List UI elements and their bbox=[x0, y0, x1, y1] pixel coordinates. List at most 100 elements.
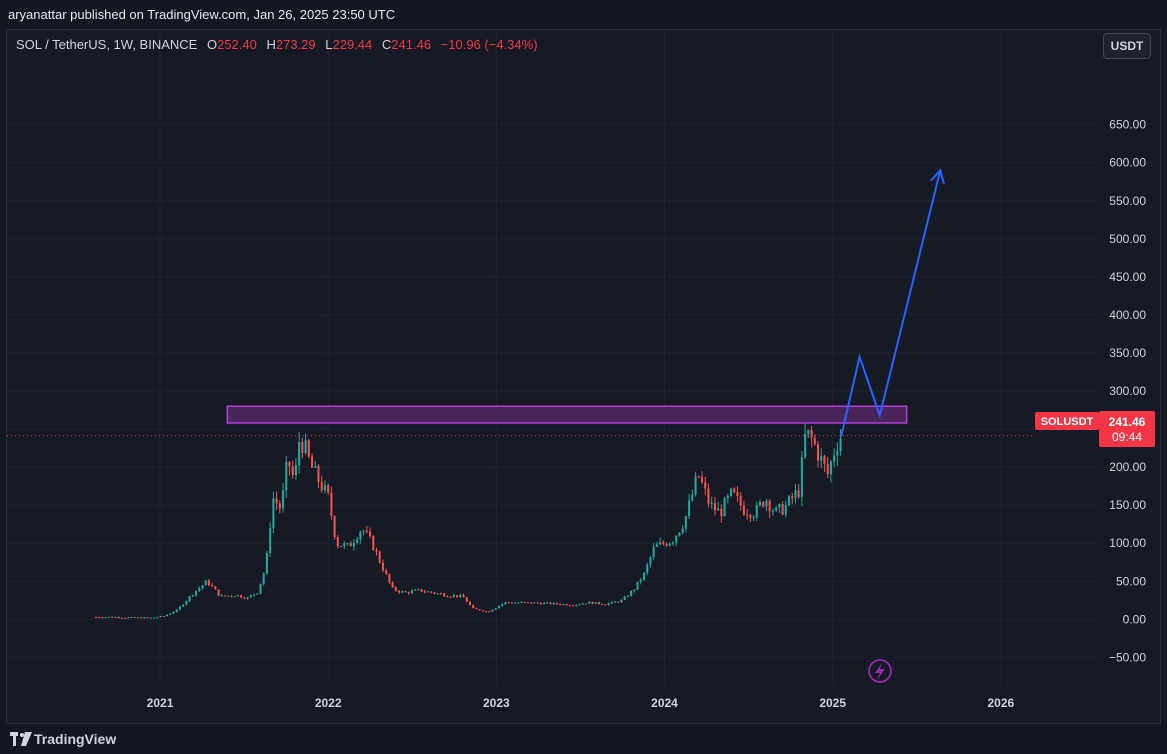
y-tick-label: 0.00 bbox=[1123, 612, 1147, 626]
candle-body bbox=[726, 495, 729, 499]
low-value: 229.44 bbox=[332, 37, 373, 52]
candle-body bbox=[697, 476, 700, 478]
candle-body bbox=[526, 602, 530, 604]
open-key: O bbox=[206, 37, 218, 52]
candle-body bbox=[304, 440, 307, 453]
candle-body bbox=[101, 617, 104, 619]
candle-body bbox=[536, 602, 539, 604]
candle-body bbox=[765, 500, 768, 507]
candle-body bbox=[336, 536, 339, 546]
candle-body bbox=[681, 528, 684, 533]
candle-body bbox=[591, 601, 594, 604]
candle-body bbox=[465, 597, 468, 602]
candle-body bbox=[194, 590, 198, 596]
candle-body bbox=[649, 557, 652, 565]
tradingview-logo-icon[interactable] bbox=[10, 732, 32, 746]
candle-body bbox=[575, 604, 578, 606]
candle-body bbox=[668, 543, 671, 546]
candle-body bbox=[620, 599, 623, 603]
candle-body bbox=[311, 456, 314, 468]
currency-button[interactable]: USDT bbox=[1103, 33, 1151, 59]
candle-body bbox=[420, 589, 423, 592]
candle-body bbox=[298, 441, 301, 466]
price-tag-group: SOLUSDT 241.46 09:44 bbox=[1035, 411, 1155, 447]
price-tag-countdown: 09:44 bbox=[1112, 430, 1142, 444]
resistance-zone[interactable] bbox=[226, 405, 908, 424]
candle-body bbox=[826, 463, 829, 475]
candle-body bbox=[810, 429, 813, 438]
candle-body bbox=[153, 617, 156, 619]
candle-body bbox=[130, 617, 133, 619]
candle-body bbox=[646, 564, 649, 573]
candle-body bbox=[272, 498, 275, 528]
candle-body bbox=[768, 500, 771, 512]
chart-frame bbox=[6, 29, 1161, 724]
candle-body bbox=[755, 505, 758, 518]
candle-body bbox=[394, 587, 397, 591]
candle-body bbox=[201, 585, 204, 589]
candle-body bbox=[823, 456, 826, 464]
candle-body bbox=[233, 596, 236, 598]
candle-body bbox=[127, 617, 130, 619]
candle-body bbox=[269, 527, 272, 553]
candle-body bbox=[485, 611, 488, 613]
candle-body bbox=[165, 614, 169, 617]
candle-body bbox=[211, 584, 214, 587]
candle-body bbox=[543, 602, 546, 605]
candle-body bbox=[688, 500, 691, 517]
x-tick-label: 2026 bbox=[987, 696, 1014, 710]
candle-body bbox=[323, 485, 326, 491]
y-tick-label: 350.00 bbox=[1109, 346, 1146, 360]
publish-header: aryanattar published on TradingView.com,… bbox=[0, 0, 1167, 30]
candle-body bbox=[375, 550, 378, 552]
candle-body bbox=[797, 490, 800, 497]
candle-body bbox=[617, 601, 620, 603]
tradingview-brand[interactable]: TradingView bbox=[34, 731, 117, 747]
candle-body bbox=[494, 608, 497, 610]
lightning-bolt-icon[interactable] bbox=[868, 659, 892, 683]
candle-body bbox=[588, 601, 591, 604]
projection-arrow[interactable] bbox=[840, 168, 945, 437]
candle-body bbox=[230, 595, 233, 597]
candle-body bbox=[710, 502, 713, 504]
candle-body bbox=[488, 611, 491, 613]
candle-body bbox=[459, 594, 462, 597]
candle-body bbox=[572, 605, 575, 607]
candle-body bbox=[365, 530, 368, 532]
candle-body bbox=[533, 602, 536, 604]
candle-body bbox=[491, 609, 494, 612]
candle-body bbox=[639, 579, 642, 582]
candle-body bbox=[559, 604, 562, 606]
candle-body bbox=[781, 503, 784, 515]
symbol-label[interactable]: SOL / TetherUS, 1W, BINANCE bbox=[16, 37, 198, 52]
candle-body bbox=[804, 434, 807, 458]
candle-body bbox=[749, 515, 752, 518]
candle-body bbox=[256, 593, 259, 595]
candle-body bbox=[478, 609, 481, 611]
publish-info: aryanattar published on TradingView.com,… bbox=[8, 7, 396, 22]
candle-body bbox=[555, 602, 559, 605]
candle-body bbox=[140, 617, 143, 619]
candle-body bbox=[401, 591, 404, 593]
candle-body bbox=[285, 461, 288, 491]
candle-body bbox=[784, 505, 787, 515]
y-tick-label: 400.00 bbox=[1109, 308, 1146, 322]
candle-body bbox=[156, 617, 159, 619]
candle-body bbox=[659, 542, 662, 545]
price-chart[interactable]: −50.000.0050.00100.00150.00200.00250.003… bbox=[0, 0, 1167, 724]
candle-body bbox=[220, 595, 223, 597]
candle-body bbox=[120, 617, 123, 619]
price-axis[interactable]: −50.000.0050.00100.00150.00200.00250.003… bbox=[1109, 118, 1146, 665]
candle-body bbox=[359, 531, 362, 540]
candle-body bbox=[813, 437, 816, 445]
candle-body bbox=[114, 617, 117, 619]
candle-body bbox=[449, 596, 452, 598]
resistance-zone-rect bbox=[226, 405, 908, 424]
time-axis[interactable]: 2021 2022 2023 2024 2025 2026 bbox=[147, 696, 1015, 710]
candle-body bbox=[381, 562, 385, 571]
candle-body bbox=[507, 602, 510, 604]
candle-body bbox=[124, 617, 127, 619]
candle-body bbox=[204, 580, 207, 586]
candle-body bbox=[497, 605, 501, 609]
candle-body bbox=[320, 481, 323, 491]
